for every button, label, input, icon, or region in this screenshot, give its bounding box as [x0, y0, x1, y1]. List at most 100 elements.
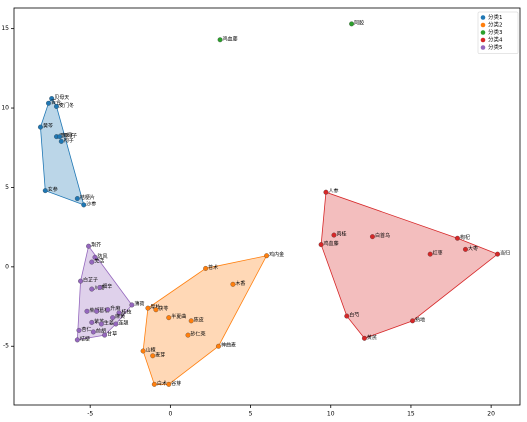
point-label: 鸡血藤 [324, 240, 339, 247]
point-label: 荆芥 [91, 242, 101, 249]
point-label: 黄芩 [43, 123, 53, 130]
point [38, 124, 43, 130]
x-tick-label: 5 [249, 411, 253, 418]
point-label: 葛根 [99, 307, 109, 314]
point [166, 381, 172, 387]
point [42, 188, 48, 194]
point [89, 286, 95, 292]
legend-label: 分类1 [488, 13, 503, 21]
point [455, 235, 460, 241]
point [84, 308, 90, 314]
cluster-hull [142, 255, 268, 385]
point [349, 21, 355, 27]
point [94, 308, 100, 314]
point [57, 134, 63, 140]
point [74, 337, 80, 343]
point [89, 319, 95, 325]
point [89, 259, 95, 265]
legend-marker [480, 45, 486, 50]
legend-box [477, 11, 519, 54]
x-tick-label: 10 [327, 411, 335, 418]
point-label: 大枣 [468, 245, 478, 252]
point [78, 278, 84, 284]
point [151, 381, 157, 387]
point-label: 白术 [157, 380, 167, 387]
point-label: 杏仁 [81, 326, 91, 333]
point [98, 321, 104, 327]
x-tick-label: 20 [487, 411, 495, 418]
point [49, 96, 55, 101]
point [97, 285, 103, 290]
point-label: 人参 [328, 188, 338, 195]
x-tick-label: 15 [407, 411, 415, 418]
point-label: 甘草 [107, 331, 117, 338]
point [188, 318, 194, 324]
point [150, 353, 156, 359]
point-label: 沙参 [86, 200, 96, 207]
point [129, 302, 135, 308]
y-tick-label: 15 [1, 25, 9, 32]
point-label: 红枣 [433, 250, 443, 257]
point [110, 315, 116, 321]
point-label: 麻黄 [115, 313, 125, 320]
point-label: 熟地 [415, 316, 425, 323]
point-label: 肉桂 [336, 231, 346, 238]
point [145, 305, 151, 311]
point [318, 242, 324, 248]
legend-marker [480, 15, 486, 20]
y-tick-label: -5 [3, 343, 9, 350]
point [331, 232, 337, 238]
point-label: 知母子 [62, 132, 77, 139]
point-label: 麦芽 [155, 351, 165, 358]
point [86, 243, 92, 249]
point [90, 329, 96, 335]
cluster-hull [320, 191, 499, 339]
legend-marker [480, 22, 486, 28]
point-label: 砂仁壳 [191, 331, 206, 338]
point-label: 半夏曲 [171, 313, 186, 320]
point-label: 麦门冬 [59, 102, 74, 109]
legend-label: 分类3 [488, 28, 503, 36]
point-label: 黄芪 [367, 334, 377, 341]
point [76, 327, 82, 333]
point [427, 251, 433, 257]
point-label: 神曲麦 [221, 342, 236, 349]
y-tick-label: 10 [1, 105, 9, 112]
point [153, 307, 159, 313]
legend-marker [480, 30, 486, 35]
point-label: 五味子 [59, 132, 74, 139]
point [102, 332, 108, 338]
point [58, 138, 64, 144]
point [105, 307, 111, 313]
point [410, 318, 415, 324]
point [74, 196, 80, 202]
point-label: 桔梗 [80, 335, 90, 342]
point [166, 315, 172, 321]
point-label: 薄荷 [134, 300, 144, 307]
legend-label: 分类5 [488, 43, 503, 51]
point-label: 连翘 [118, 320, 128, 327]
point-label: 陈皮 [194, 316, 204, 323]
point [370, 234, 375, 240]
y-tick-label: 0 [5, 263, 9, 270]
point-label: 枸杞 [460, 234, 470, 241]
point-label: 谷芽 [171, 380, 181, 387]
point [463, 246, 468, 252]
point-label: 枸子 [64, 137, 74, 144]
point-label: 玄参 [48, 186, 58, 193]
point [140, 348, 146, 354]
point-label: 羌活 [94, 258, 104, 265]
point-label: 当归 [500, 250, 510, 257]
point-label: 升麻 [110, 305, 120, 312]
point-label: 阿胶 [354, 19, 364, 26]
point [185, 332, 191, 338]
point [216, 343, 221, 349]
point [230, 281, 236, 287]
point [81, 202, 87, 208]
point [54, 104, 59, 109]
point-label: 茯苓 [158, 305, 168, 312]
point-label: 生姜 [104, 320, 114, 327]
legend-label: 分类2 [488, 21, 503, 29]
point [217, 37, 223, 43]
